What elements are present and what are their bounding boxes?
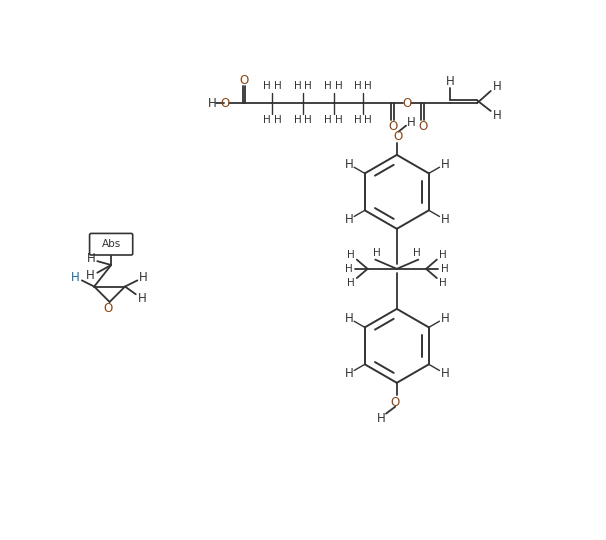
Text: Abs: Abs <box>102 239 121 249</box>
Text: H: H <box>345 264 353 274</box>
Text: H: H <box>441 367 449 380</box>
Text: H: H <box>373 248 381 259</box>
FancyBboxPatch shape <box>90 233 133 255</box>
Text: H: H <box>364 115 372 125</box>
Text: H: H <box>439 278 447 288</box>
Text: H: H <box>413 248 421 259</box>
Text: H: H <box>335 82 343 91</box>
Text: O: O <box>239 75 248 87</box>
Text: H: H <box>304 115 312 125</box>
Text: H: H <box>273 115 281 125</box>
Text: H: H <box>263 115 270 125</box>
Text: H: H <box>364 82 372 91</box>
Text: H: H <box>294 82 301 91</box>
Text: H: H <box>347 278 355 288</box>
Text: H: H <box>294 115 301 125</box>
Text: H: H <box>354 115 361 125</box>
Text: H: H <box>493 109 501 122</box>
Text: H: H <box>441 213 449 226</box>
Text: H: H <box>87 252 96 265</box>
Text: H: H <box>86 269 95 282</box>
Text: H: H <box>441 312 449 325</box>
Text: H: H <box>493 80 501 93</box>
Text: H: H <box>344 158 353 171</box>
Text: H: H <box>441 264 448 274</box>
Text: O: O <box>402 97 411 110</box>
Text: O: O <box>221 97 230 110</box>
Text: H: H <box>377 413 386 426</box>
Text: O: O <box>388 120 397 133</box>
Text: H: H <box>138 292 146 306</box>
Text: H: H <box>344 367 353 380</box>
Text: H: H <box>324 115 332 125</box>
Text: H: H <box>139 271 148 284</box>
Text: H: H <box>304 82 312 91</box>
Text: H: H <box>344 213 353 226</box>
Text: H: H <box>347 250 355 260</box>
Text: H: H <box>208 97 216 110</box>
Text: O: O <box>394 130 403 143</box>
Text: H: H <box>407 116 416 129</box>
Text: H: H <box>441 158 449 171</box>
Text: O: O <box>104 302 113 315</box>
Text: H: H <box>263 82 270 91</box>
Text: H: H <box>445 75 454 88</box>
Text: O: O <box>418 120 427 133</box>
Text: H: H <box>335 115 343 125</box>
Text: H: H <box>439 250 447 260</box>
Text: H: H <box>354 82 361 91</box>
Text: H: H <box>324 82 332 91</box>
Text: O: O <box>391 396 400 409</box>
Text: H: H <box>72 271 80 284</box>
Text: H: H <box>273 82 281 91</box>
Text: H: H <box>344 312 353 325</box>
